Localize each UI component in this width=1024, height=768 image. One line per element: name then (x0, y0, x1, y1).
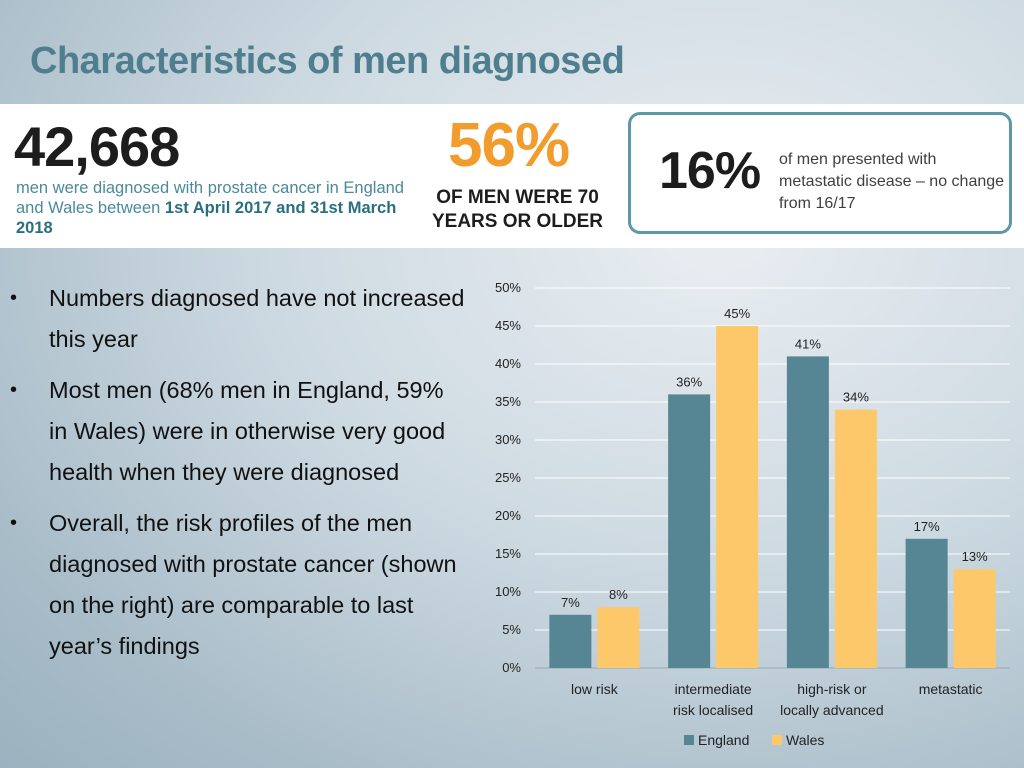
diagnosed-desc-text: men were diagnosed with prostate cancer … (16, 179, 404, 217)
findings-text: Most men (68% men in England, 59% in Wal… (49, 377, 446, 485)
bar-england (549, 614, 592, 668)
data-label: 41% (795, 336, 821, 351)
x-tick-label: intermediate (675, 681, 752, 697)
bar-wales (953, 569, 996, 668)
y-tick-label: 40% (495, 356, 521, 371)
x-tick-label: high-risk or (797, 681, 867, 697)
diagnosed-count: 42,668 (14, 115, 180, 178)
y-tick-label: 20% (495, 508, 521, 523)
data-label: 45% (724, 306, 750, 321)
findings-text: Numbers diagnosed have not increased thi… (49, 285, 465, 352)
y-tick-label: 45% (495, 318, 521, 333)
bar-england (786, 356, 829, 668)
metastatic-percent: 16% (659, 142, 761, 200)
x-tick-label: metastatic (919, 681, 983, 697)
y-tick-label: 35% (495, 394, 521, 409)
bar-england (905, 538, 948, 668)
legend-swatch (772, 735, 782, 745)
bar-wales (834, 409, 877, 668)
data-label: 36% (676, 374, 702, 389)
y-tick-label: 30% (495, 432, 521, 447)
legend-label: Wales (786, 732, 824, 748)
bar-wales (597, 607, 640, 668)
y-tick-label: 10% (495, 584, 521, 599)
data-label: 17% (914, 519, 940, 534)
data-label: 34% (843, 390, 869, 405)
older-men-description: OF MEN WERE 70 YEARS OR OLDER (431, 187, 604, 232)
risk-profile-chart: 0% 5% 10% 15% 20% 25% 30% 35% 40% 45% 50% 7% 8% low r… (495, 280, 1010, 748)
bullet-icon: • (10, 287, 18, 309)
bar-england (668, 394, 711, 668)
data-label: 7% (561, 595, 580, 610)
legend-label: England (698, 732, 749, 748)
y-tick-label: 25% (495, 470, 521, 485)
diagnosed-count-description: men were diagnosed with prostate cancer … (16, 178, 416, 238)
findings-item: • Most men (68% men in England, 59% in Wa… (8, 370, 468, 493)
findings-list: • Numbers diagnosed have not increased th… (8, 278, 468, 677)
data-label: 8% (609, 587, 628, 602)
y-tick-label: 0% (502, 660, 521, 675)
data-label: 13% (962, 549, 988, 564)
x-tick-label: low risk (571, 681, 619, 697)
x-tick-label: locally advanced (780, 702, 884, 718)
metastatic-stat-box: 16% of men presented with metastatic dis… (628, 112, 1012, 234)
diagnosed-date-range: 1st April 2017 and 31st March 2018 (16, 199, 397, 237)
older-men-percent: 56% (448, 111, 570, 180)
bullet-icon: • (10, 379, 18, 401)
bullet-icon: • (10, 512, 18, 534)
x-tick-label: risk localised (673, 702, 753, 718)
legend-swatch (684, 735, 694, 745)
stats-banner: 42,668 men were diagnosed with prostate … (0, 104, 1024, 248)
y-tick-label: 5% (502, 622, 521, 637)
page-title: Characteristics of men diagnosed (30, 40, 625, 82)
findings-item: • Numbers diagnosed have not increased th… (8, 278, 468, 360)
bar-wales (716, 326, 759, 668)
y-tick-label: 15% (495, 546, 521, 561)
y-tick-label: 50% (495, 280, 521, 295)
metastatic-description: of men presented with metastatic disease… (779, 151, 1005, 212)
findings-item: • Overall, the risk profiles of the men d… (8, 503, 468, 667)
findings-text: Overall, the risk profiles of the men di… (49, 510, 457, 659)
